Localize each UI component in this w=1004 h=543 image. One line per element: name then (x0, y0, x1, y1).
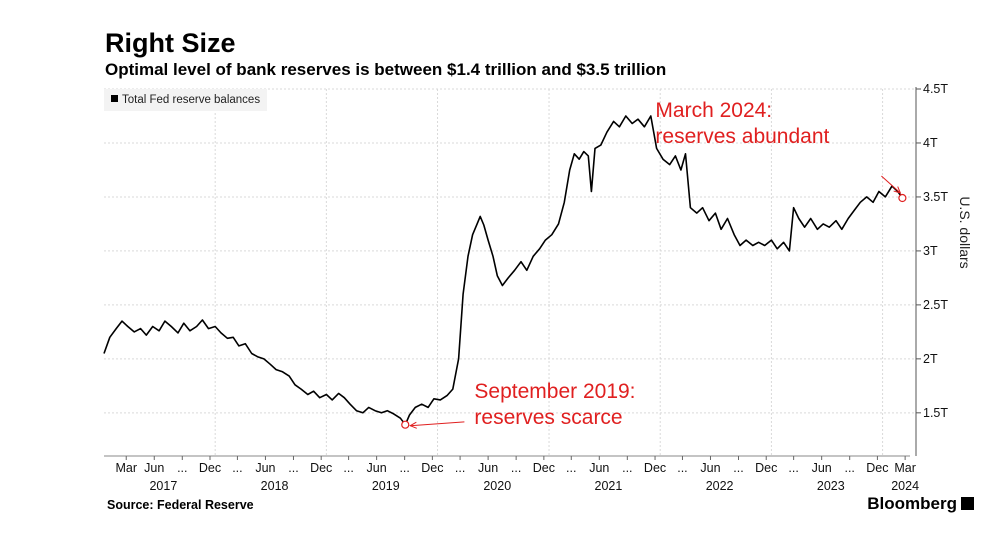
x-tick-label-month: ... (455, 461, 465, 475)
x-tick-label-year: 2022 (706, 479, 734, 493)
x-tick-label-month: Dec (755, 461, 777, 475)
annotation-marker (898, 193, 907, 203)
x-tick-label-year: 2024 (891, 479, 919, 493)
annotation-marker (401, 420, 410, 429)
x-tick-label-month: ... (232, 461, 242, 475)
x-tick-label-month: Jun (144, 461, 164, 475)
x-tick-label-year: 2019 (372, 479, 400, 493)
x-tick-label-month: Jun (700, 461, 720, 475)
x-tick-label-month: ... (566, 461, 576, 475)
annotation-arrowhead (409, 421, 417, 429)
brand-logo: Bloomberg (867, 494, 974, 514)
legend-label: Total Fed reserve balances (122, 94, 261, 106)
source-note: Source: Federal Reserve (107, 498, 254, 512)
series-line-total-reserves (103, 115, 904, 426)
x-tick-label-month: ... (343, 461, 353, 475)
x-tick-label-year: 2017 (149, 479, 177, 493)
x-tick-label-month: ... (622, 461, 632, 475)
annotation-text: reserves scarce (474, 406, 622, 429)
legend-swatch (111, 95, 118, 102)
annotation-arrow (881, 175, 901, 194)
x-tick-label-month: Jun (812, 461, 832, 475)
annotation-text: March 2024: (655, 99, 772, 122)
y-tick-label: 4T (923, 136, 938, 150)
x-tick-label-month: ... (733, 461, 743, 475)
x-tick-label-year: 2023 (817, 479, 845, 493)
bloomberg-terminal-icon (961, 497, 974, 510)
annotation-text: reserves abundant (655, 125, 829, 148)
annotation-arrowhead (893, 186, 902, 194)
x-tick-label-month: ... (399, 461, 409, 475)
legend: Total Fed reserve balances (104, 89, 268, 111)
x-tick-label-month: Dec (421, 461, 443, 475)
x-tick-label-month: Jun (367, 461, 387, 475)
x-tick-label-month: Jun (255, 461, 275, 475)
x-tick-label-year: 2021 (595, 479, 623, 493)
x-tick-label-month: ... (844, 461, 854, 475)
y-tick-label: 4.5T (923, 82, 948, 96)
x-tick-label-month: ... (177, 461, 187, 475)
x-tick-label-month: ... (288, 461, 298, 475)
x-tick-label-month: Dec (310, 461, 332, 475)
chart-title: Right Size (105, 28, 236, 58)
x-tick-label-month: Mar (894, 461, 916, 475)
y-tick-label: 2T (923, 352, 938, 366)
x-tick-label-month: Jun (589, 461, 609, 475)
brand-name: Bloomberg (867, 494, 957, 513)
y-tick-label: 3.5T (923, 190, 948, 204)
x-tick-label-month: Mar (115, 461, 137, 475)
y-tick-label: 3T (923, 244, 938, 258)
x-tick-label-month: Dec (533, 461, 555, 475)
annotation-text: September 2019: (474, 380, 635, 403)
annotation-arrow (410, 421, 465, 427)
x-tick-label-month: ... (511, 461, 521, 475)
x-tick-label-month: Dec (199, 461, 221, 475)
x-tick-label-month: ... (677, 461, 687, 475)
y-axis: 1.5T 2T 2.5T 3T 3.5T 4T 4.5T (915, 82, 948, 456)
x-tick-label-month: ... (788, 461, 798, 475)
y-tick-label: 1.5T (923, 406, 948, 420)
x-tick-label-month: Dec (644, 461, 666, 475)
chart-subtitle: Optimal level of bank reserves is betwee… (105, 60, 667, 79)
grid-lines (104, 88, 916, 456)
y-axis-unit-label: U.S. dollars (957, 196, 973, 268)
x-axis: Mar Jun... Dec... Jun... Dec... Jun... Dec... J… (115, 456, 919, 493)
annotations: September 2019: reserves scarce March 2024… (401, 99, 907, 429)
x-tick-label-year: 2018 (261, 479, 289, 493)
x-tick-label-month: Jun (478, 461, 498, 475)
y-tick-label: 2.5T (923, 298, 948, 312)
x-tick-label-month: Dec (866, 461, 888, 475)
x-tick-label-year: 2020 (483, 479, 511, 493)
